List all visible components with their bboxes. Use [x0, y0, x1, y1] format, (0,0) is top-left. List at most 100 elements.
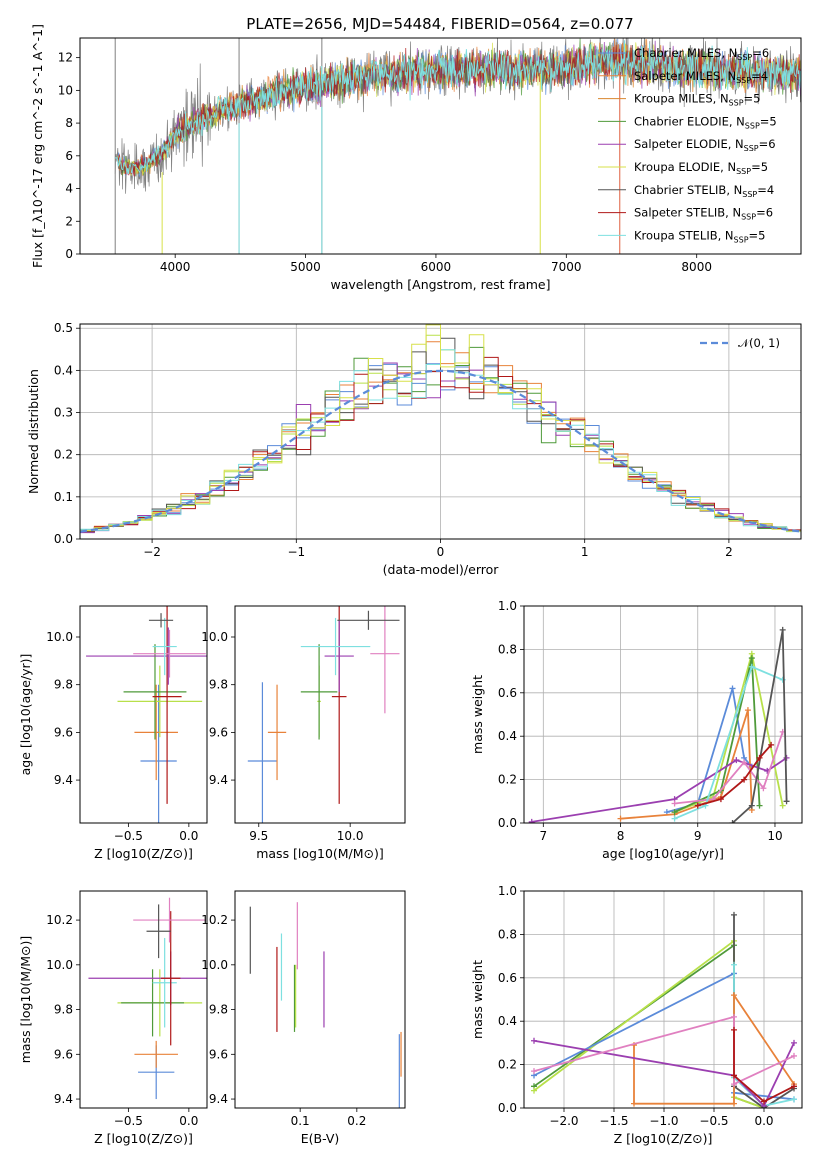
series-line — [533, 939, 765, 1108]
x-axis-label: age [log10(age/yr)] — [602, 846, 724, 861]
data-point — [631, 1100, 637, 1107]
legend-label: Salpeter STELIB, NSSP=6 — [634, 206, 773, 222]
data-point — [791, 1052, 797, 1059]
x-tick-label: −1 — [287, 545, 305, 559]
axes-frame — [79, 37, 802, 255]
y-tick-label: 10.0 — [46, 958, 73, 972]
y-tick-label: 0.4 — [498, 729, 517, 743]
x-tick-label: −2 — [143, 545, 161, 559]
data-point — [617, 815, 624, 822]
axes-frame — [523, 890, 803, 1109]
axes-frame — [79, 323, 802, 540]
x-tick-label: 5000 — [290, 260, 321, 274]
x-tick-label: −0.5 — [114, 1114, 143, 1128]
panel-age_vs_Z: −0.5 0.0 9.4 9.6 9.8 10.0 Z [log10(Z/Z⊙)] age [… — [18, 605, 208, 861]
x-axis-label: Z [log10(Z/Z⊙)] — [614, 1131, 713, 1146]
y-tick-label: 9.8 — [54, 1003, 73, 1017]
panel-age_vs_mass: 9.5 10.0 9.4 9.6 9.8 10.0 mass [log10(M/M⊙)] — [201, 605, 406, 861]
panel-spectrum: 4000 5000 6000 7000 8000 0 2 4 6 8 10 12 wavelength … — [30, 24, 802, 292]
y-tick-label: 0.4 — [498, 1014, 517, 1028]
x-tick-label: 8000 — [681, 260, 712, 274]
legend-label: 𝒩(0, 1) — [738, 336, 780, 350]
x-tick-label: 0.2 — [347, 1114, 366, 1128]
data-point — [731, 1081, 737, 1088]
x-axis-label: mass [log10(M/M⊙)] — [256, 846, 384, 861]
y-tick-label: 0.0 — [498, 1101, 517, 1115]
x-tick-label: −0.5 — [699, 1114, 728, 1128]
x-tick-label: −1.0 — [649, 1114, 678, 1128]
x-tick-label: 8 — [617, 829, 625, 843]
data-point — [741, 776, 748, 783]
series-line — [731, 629, 788, 823]
y-tick-label: 4 — [65, 182, 73, 196]
x-tick-label: 0.0 — [179, 829, 198, 843]
legend-label: Salpeter ELODIE, NSSP=6 — [634, 137, 776, 153]
y-axis-label: mass weight — [470, 960, 485, 1039]
y-tick-label: 0.3 — [54, 406, 73, 420]
x-tick-label: 10 — [767, 829, 782, 843]
y-tick-label: 9.6 — [209, 1047, 228, 1061]
data-point — [731, 992, 737, 999]
y-tick-label: 9.6 — [54, 725, 73, 739]
y-tick-label: 9.8 — [54, 678, 73, 692]
legend-label: Kroupa STELIB, NSSP=5 — [634, 228, 765, 244]
legend: 𝒩(0, 1) — [700, 336, 780, 350]
y-axis-label: age [log10(age/yr)] — [18, 654, 33, 776]
panels: 4000 5000 6000 7000 8000024681012wavelength … — [18, 24, 803, 1146]
data-point — [671, 815, 678, 822]
y-tick-label: 10 — [58, 83, 73, 97]
data-point — [791, 1096, 797, 1103]
plot-area — [531, 911, 797, 1108]
x-tick-label: 7000 — [551, 260, 582, 274]
y-tick-label: 1.0 — [498, 884, 517, 898]
x-axis-label: wavelength [Angstrom, rest frame] — [330, 277, 550, 292]
y-axis-label: mass weight — [470, 675, 485, 754]
data-point — [748, 802, 755, 809]
x-tick-label: 0 — [437, 545, 445, 559]
x-tick-label: −2.0 — [549, 1114, 578, 1128]
x-tick-label: 10.0 — [337, 829, 364, 843]
y-tick-label: 10.0 — [201, 958, 228, 972]
axes-frame — [79, 605, 208, 824]
y-axis-label: Normed distribution — [26, 369, 41, 494]
x-tick-label: 2 — [725, 545, 733, 559]
data-point — [756, 802, 763, 809]
series-line — [674, 665, 784, 820]
y-tick-label: 0.2 — [498, 1058, 517, 1072]
y-tick-label: 0.8 — [498, 927, 517, 941]
data-point — [671, 800, 678, 807]
y-tick-label: 0 — [65, 247, 73, 261]
data-point — [731, 961, 737, 968]
data-point — [731, 911, 737, 918]
y-tick-label: 0.0 — [54, 532, 73, 546]
legend-label: Chabrier STELIB, NSSP=4 — [634, 183, 774, 199]
data-point — [733, 757, 740, 764]
x-tick-label: 0.0 — [179, 1114, 198, 1128]
data-point — [791, 1039, 797, 1046]
y-tick-label: 9.8 — [209, 678, 228, 692]
chart-title: PLATE=2656, MJD=54484, FIBERID=0564, z=0… — [246, 15, 633, 33]
x-tick-label: 1 — [581, 545, 589, 559]
data-point — [783, 798, 790, 805]
x-tick-label: 9 — [694, 829, 702, 843]
series-line — [733, 1029, 795, 1103]
data-point — [731, 1013, 737, 1020]
legend: Chabrier MILES, NSSP=6 Salpeter MILES, NS… — [598, 46, 777, 244]
y-tick-label: 10.2 — [201, 913, 228, 927]
plot-area — [86, 606, 207, 823]
x-tick-label: −0.5 — [114, 829, 143, 843]
data-point — [528, 818, 535, 823]
x-tick-label: 7 — [539, 829, 547, 843]
x-axis-label: E(B-V) — [301, 1131, 340, 1146]
data-point — [791, 1083, 797, 1090]
model-line-salpeter_stelib — [117, 44, 801, 177]
legend-label: Kroupa ELODIE, NSSP=5 — [634, 160, 768, 176]
x-tick-label: 9.5 — [249, 829, 268, 843]
data-point — [756, 754, 763, 761]
x-tick-label: 4000 — [160, 260, 191, 274]
panel-massweight_vs_age: 7 8 9 10 0.0 0.2 0.4 0.6 0.8 1.0 age [log10(age/yr… — [470, 599, 803, 861]
y-tick-label: 0.1 — [54, 490, 73, 504]
data-point — [748, 655, 755, 662]
y-tick-label: 0.2 — [498, 773, 517, 787]
